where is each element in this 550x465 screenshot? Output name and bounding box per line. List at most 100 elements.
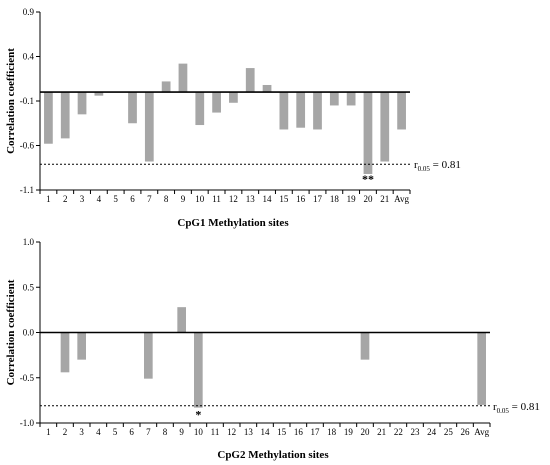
x-tick-label-1: 10 xyxy=(195,194,205,204)
bar-1-12 xyxy=(229,92,238,103)
y-tick-label-2: 0.5 xyxy=(23,282,35,292)
bar-1-1 xyxy=(44,92,53,144)
x-tick-label-1: 6 xyxy=(130,194,135,204)
x-tick-label-2: 19 xyxy=(344,427,354,437)
bar-1-13 xyxy=(245,68,255,93)
x-tick-label-1: 2 xyxy=(63,194,68,204)
threshold-label-subscript: 0.05 xyxy=(418,165,431,173)
bar-1-2 xyxy=(60,92,70,139)
x-tick-label-2: 25 xyxy=(444,427,454,437)
x-tick-label-1: 3 xyxy=(80,194,85,204)
threshold-label-1: r0.05 = 0.81 xyxy=(414,159,461,173)
bar-2-9 xyxy=(177,307,186,333)
threshold-label-r: r xyxy=(493,401,497,413)
bar-2-2 xyxy=(60,332,70,373)
x-tick-label-2: 26 xyxy=(461,427,471,437)
x-tick-label-2: 11 xyxy=(211,427,220,437)
y-tick-label-2: -1.0 xyxy=(20,418,35,428)
threshold-label-2: r0.05 = 0.81 xyxy=(493,401,540,415)
bar-2-7 xyxy=(144,332,153,379)
threshold-label-subscript: 0.05 xyxy=(497,407,510,415)
significance-marker-1: ** xyxy=(362,172,374,186)
x-tick-label-2: 9 xyxy=(179,427,184,437)
x-tick-label-2: 12 xyxy=(227,427,236,437)
y-tick-label-2: 1.0 xyxy=(23,237,35,247)
x-tick-label-2: 5 xyxy=(113,427,118,437)
x-tick-label-1: 8 xyxy=(164,194,169,204)
x-tick-label-1: 14 xyxy=(263,194,273,204)
x-tick-label-1: Avg xyxy=(394,194,409,204)
x-tick-label-2: 17 xyxy=(311,427,321,437)
bar-1-17 xyxy=(313,92,322,130)
x-tick-label-2: 8 xyxy=(163,427,168,437)
y-axis-title-1: Correlation coefficient xyxy=(5,48,17,154)
x-tick-label-2: 6 xyxy=(129,427,134,437)
x-tick-label-2: 4 xyxy=(96,427,101,437)
x-tick-label-2: 7 xyxy=(146,427,151,437)
y-axis-title-2: Correlation coefficient xyxy=(5,279,17,385)
bar-1-19 xyxy=(346,92,356,106)
y-tick-label-1: -1.1 xyxy=(20,185,34,195)
bar-1-Avg xyxy=(397,92,406,130)
threshold-label-r: r xyxy=(414,159,418,171)
x-tick-label-1: 12 xyxy=(229,194,238,204)
y-tick-label-1: 0.9 xyxy=(23,7,35,17)
x-tick-label-2: 14 xyxy=(261,427,271,437)
x-tick-label-2: 24 xyxy=(427,427,437,437)
bar-1-14 xyxy=(262,84,272,93)
x-tick-label-2: 23 xyxy=(411,427,421,437)
x-tick-label-2: 10 xyxy=(194,427,204,437)
y-tick-label-1: -0.6 xyxy=(20,141,35,151)
x-tick-label-1: 20 xyxy=(363,194,373,204)
bar-1-9 xyxy=(178,63,188,93)
x-tick-label-1: 16 xyxy=(296,194,306,204)
x-tick-label-2: Avg xyxy=(474,427,489,437)
bar-1-18 xyxy=(329,92,339,106)
threshold-label-value: = 0.81 xyxy=(509,401,540,413)
bar-1-10 xyxy=(195,92,205,126)
bar-1-7 xyxy=(144,92,154,162)
bar-2-20 xyxy=(360,332,370,360)
x-tick-label-1: 15 xyxy=(279,194,289,204)
bar-1-20 xyxy=(363,92,373,174)
threshold-label-value: = 0.81 xyxy=(430,159,461,171)
bar-2-10 xyxy=(194,332,203,408)
x-tick-label-1: 4 xyxy=(97,194,102,204)
x-axis-title-1: CpG1 Methylation sites xyxy=(177,217,289,229)
y-tick-label-1: 0.4 xyxy=(23,52,35,62)
bar-1-21 xyxy=(380,92,390,162)
x-tick-label-1: 7 xyxy=(147,194,152,204)
x-tick-label-2: 3 xyxy=(79,427,84,437)
x-tick-label-1: 11 xyxy=(212,194,221,204)
x-tick-label-1: 13 xyxy=(246,194,256,204)
bar-2-Avg xyxy=(477,332,486,405)
bar-1-15 xyxy=(279,92,289,130)
x-tick-label-2: 16 xyxy=(294,427,304,437)
x-tick-label-1: 17 xyxy=(313,194,323,204)
x-tick-label-2: 13 xyxy=(244,427,254,437)
x-tick-label-1: 1 xyxy=(46,194,51,204)
y-tick-label-1: -0.1 xyxy=(20,96,34,106)
bar-1-3 xyxy=(77,92,87,115)
significance-marker-2: * xyxy=(195,408,201,422)
x-axis-title-2: CpG2 Methylation sites xyxy=(217,449,329,461)
bar-1-4 xyxy=(94,92,104,96)
y-tick-label-2: 0.0 xyxy=(23,328,35,338)
bar-1-6 xyxy=(128,92,137,124)
x-tick-label-2: 21 xyxy=(377,427,386,437)
x-tick-label-1: 19 xyxy=(347,194,357,204)
x-tick-label-2: 20 xyxy=(361,427,371,437)
y-tick-label-2: -0.5 xyxy=(20,373,35,383)
x-tick-label-1: 5 xyxy=(113,194,118,204)
x-tick-label-1: 9 xyxy=(181,194,186,204)
x-tick-label-2: 2 xyxy=(63,427,68,437)
bar-1-11 xyxy=(212,92,221,113)
x-tick-label-2: 18 xyxy=(327,427,337,437)
x-tick-label-2: 1 xyxy=(46,427,51,437)
x-tick-label-1: 21 xyxy=(380,194,389,204)
bar-1-16 xyxy=(296,92,306,128)
bar-1-8 xyxy=(161,81,171,93)
x-tick-label-1: 18 xyxy=(330,194,340,204)
x-tick-label-2: 15 xyxy=(277,427,287,437)
